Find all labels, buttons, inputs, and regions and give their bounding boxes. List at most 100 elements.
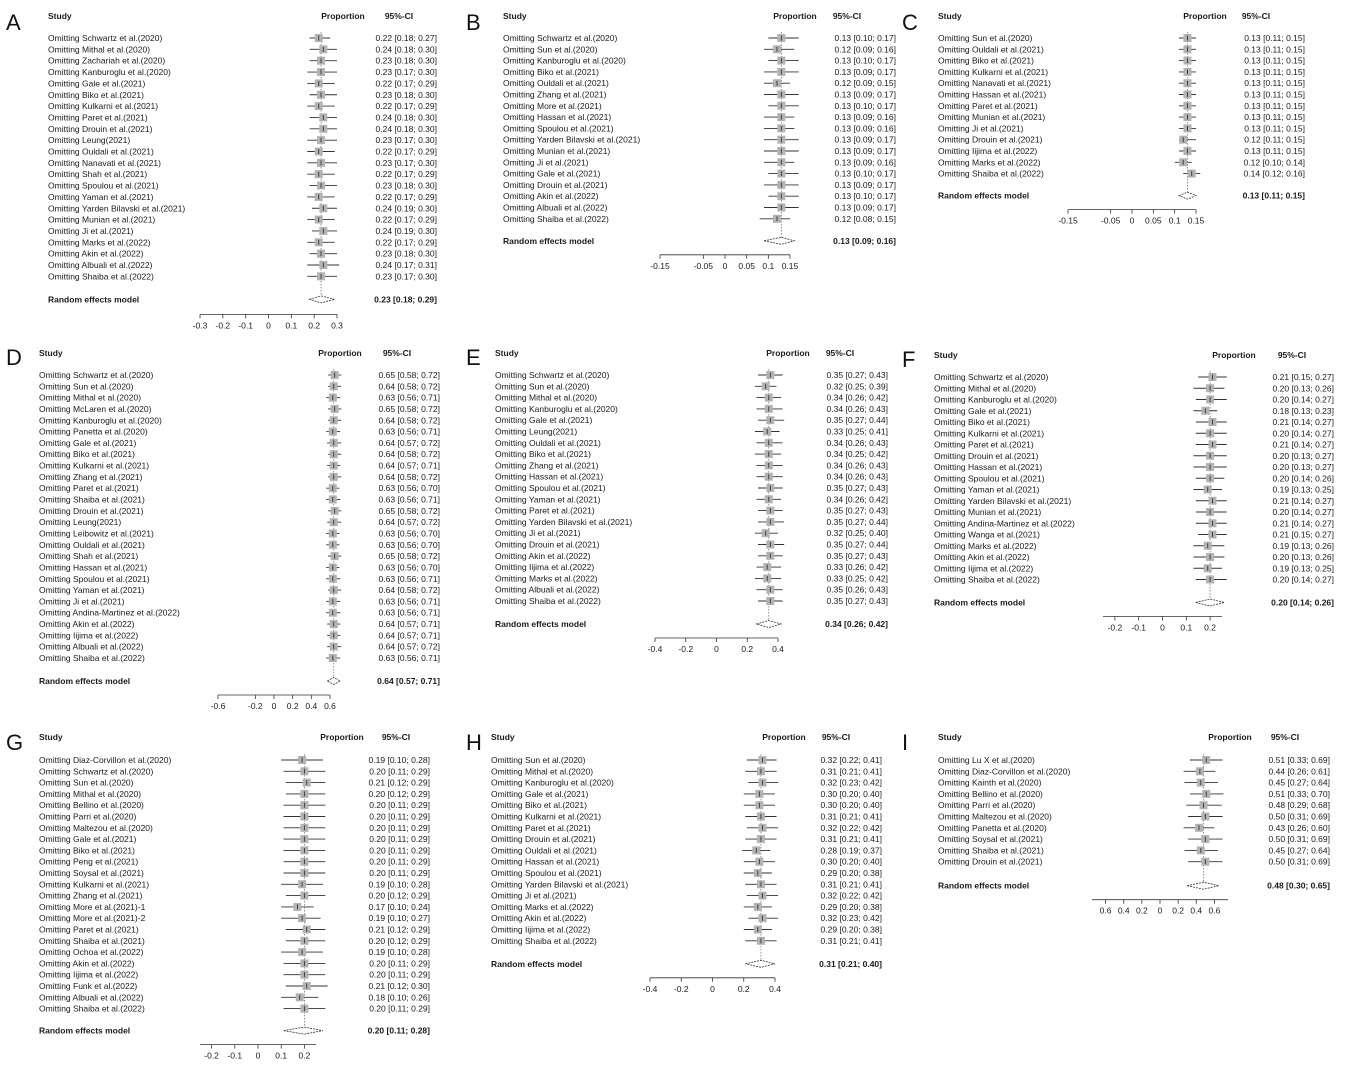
estimate-ci-text: 0.63 [0.56; 0.71] <box>379 427 440 437</box>
study-row: Omitting Kulkarni et al.(2021) 0.19 [0.10… <box>39 879 430 889</box>
summary-diamond <box>310 296 335 303</box>
estimate-ci-text: 0.32 [0.23; 0.42] <box>821 778 882 788</box>
study-row: Omitting Hassan et al.(2021) 0.20 [0.13; … <box>934 462 1334 472</box>
study-label: Omitting Paret et al.(2021) <box>938 101 1038 111</box>
study-label: Omitting Sun et al.(2020) <box>39 778 134 788</box>
study-label: Omitting Yarden Bilavski et al.(2021) <box>491 879 628 889</box>
estimate-ci-text: 0.64 [0.57; 0.71] <box>379 619 440 629</box>
estimate-ci-text: 0.12 [0.08; 0.15] <box>835 214 896 224</box>
estimate-ci-text: 0.34 [0.25; 0.42] <box>827 449 888 459</box>
study-label: Omitting Peng et al.(2021) <box>39 857 138 867</box>
estimate-ci-text: 0.20 [0.14; 0.26] <box>1273 473 1334 483</box>
x-tick-label: -0.1 <box>1131 623 1146 633</box>
study-row: Omitting Ouldali et al.(2021) 0.34 [0.26;… <box>495 438 888 448</box>
estimate-ci-text: 0.21 [0.14; 0.27] <box>1273 440 1334 450</box>
study-label: Omitting Sun et al.(2020) <box>39 381 134 391</box>
study-row: Omitting Akin et al.(2022) 0.35 [0.27; 0.… <box>495 551 888 561</box>
study-label: Omitting Marks et al.(2022) <box>495 573 598 583</box>
study-label: Omitting Hassan et al.(2021) <box>39 562 147 572</box>
study-label: Omitting Leibowitz et al.(2021) <box>39 528 154 538</box>
estimate-ci-text: 0.63 [0.56; 0.71] <box>379 495 440 505</box>
study-row: Omitting Leibowitz et al.(2021) 0.63 [0.5… <box>39 528 440 538</box>
study-row: Omitting Sun et al.(2020) 0.21 [0.12; 0.2… <box>39 778 430 788</box>
estimate-ci-text: 0.50 [0.31; 0.69] <box>1269 834 1330 844</box>
estimate-ci-text: 0.21 [0.12; 0.29] <box>369 778 430 788</box>
study-label: Omitting Spoulou et al.(2021) <box>503 123 614 133</box>
study-label: Omitting Gale et al.(2021) <box>39 834 136 844</box>
summary-row: Random effects model 0.13 [0.11; 0.15] <box>938 191 1305 201</box>
study-label: Omitting Bellino et al.(2020) <box>39 800 144 810</box>
estimate-ci-text: 0.35 [0.26; 0.43] <box>827 585 888 595</box>
estimate-ci-text: 0.32 [0.22; 0.42] <box>821 823 882 833</box>
study-label: Omitting Ouldali et al.(2021) <box>491 845 597 855</box>
study-label: Omitting Akin et al.(2022) <box>503 191 599 201</box>
x-tick-label: 0.1 <box>762 261 774 271</box>
study-row: Omitting Ji et al.(2021) 0.32 [0.22; 0.42… <box>491 891 882 901</box>
study-row: Omitting Shah et al.(2021) 0.22 [0.17; 0.… <box>48 169 437 179</box>
estimate-ci-text: 0.63 [0.56; 0.71] <box>379 596 440 606</box>
panel-label: F <box>902 347 915 372</box>
summary-row: Random effects model 0.64 [0.57; 0.71] <box>39 676 440 686</box>
study-row: Omitting Mithal et al.(2020) 0.20 [0.12; … <box>39 789 430 799</box>
study-label: Omitting Akin et al.(2022) <box>39 619 135 629</box>
study-row: Omitting Spoulou et al.(2021) 0.23 [0.18;… <box>48 181 437 191</box>
estimate-ci-text: 0.45 [0.27; 0.64] <box>1269 845 1330 855</box>
estimate-ci-text: 0.13 [0.09; 0.17] <box>835 135 896 145</box>
study-label: Omitting Marks et al.(2022) <box>934 541 1037 551</box>
estimate-ci-text: 0.43 [0.26; 0.60] <box>1269 823 1330 833</box>
study-label: Omitting Leung(2021) <box>495 427 577 437</box>
study-row: Omitting Munian et al.(2021) 0.20 [0.14; … <box>934 507 1334 517</box>
estimate-ci-text: 0.13 [0.09; 0.16] <box>835 123 896 133</box>
study-label: Omitting Sun et al.(2020) <box>503 44 598 54</box>
estimate-ci-text: 0.22 [0.17; 0.29] <box>376 237 437 247</box>
x-tick-label: -0.2 <box>674 984 689 994</box>
study-row: Omitting Nanavati et al.(2021) 0.13 [0.11… <box>938 78 1305 88</box>
study-row: Omitting Yarden Bilavski et al.(2021) 0.2… <box>934 496 1334 506</box>
study-row: Omitting Parri et al.(2020) 0.20 [0.11; 0… <box>39 812 430 822</box>
x-tick-label: 0 <box>272 701 277 711</box>
study-label: Omitting Yaman et al.(2021) <box>495 494 601 504</box>
estimate-ci-text: 0.20 [0.11; 0.29] <box>369 812 430 822</box>
summary-row: Random effects model 0.20 [0.14; 0.26] <box>934 598 1334 608</box>
study-label: Omitting Iijima et al.(2022) <box>938 146 1037 156</box>
estimate-ci-text: 0.35 [0.27; 0.43] <box>827 506 888 516</box>
study-row: Omitting Diaz-Corvillon et al.(2020) 0.19… <box>39 755 430 765</box>
study-row: Omitting Mithal et al.(2020) 0.24 [0.18; … <box>48 44 437 54</box>
study-label: Omitting Diaz-Corvillon et al.(2020) <box>938 766 1070 776</box>
study-label: Omitting McLaren et al.(2020) <box>39 404 152 414</box>
study-label: Omitting Shaiba et al.(2022) <box>39 1004 145 1014</box>
x-axis: 0.6 0.4 0.2 0 0.2 0.4 0.6 <box>1092 900 1228 916</box>
study-row: Omitting Gale et al.(2021) 0.18 [0.13; 0.… <box>934 406 1334 416</box>
study-label: Omitting Shaiba et al.(2022) <box>503 214 609 224</box>
summary-row: Random effects model 0.34 [0.26; 0.42] <box>495 619 888 629</box>
study-row: Omitting Gale et al.(2021) 0.20 [0.11; 0.… <box>39 834 430 844</box>
column-header-study: Study <box>491 732 515 742</box>
estimate-ci-text: 0.22 [0.18; 0.27] <box>376 33 437 43</box>
study-label: Omitting Diaz-Corvillon et al.(2020) <box>39 755 171 765</box>
study-row: Omitting Biko et al.(2021) 0.13 [0.11; 0.… <box>938 56 1305 66</box>
study-label: Omitting Ouldali et al.(2021) <box>39 540 145 550</box>
study-row: Omitting Wanga et al.(2021) 0.21 [0.15; 0… <box>934 530 1334 540</box>
study-row: Omitting Mithal et al.(2020) 0.63 [0.56; … <box>39 393 440 403</box>
estimate-ci-text: 0.51 [0.33; 0.69] <box>1269 755 1330 765</box>
column-header-study: Study <box>48 11 72 21</box>
study-row: Omitting Paret et al.(2021) 0.21 [0.14; 0… <box>934 440 1334 450</box>
study-label: Omitting Biko et al.(2021) <box>491 800 587 810</box>
study-label: Omitting Paret et al.(2021) <box>934 440 1034 450</box>
x-tick-label: 0 <box>723 261 728 271</box>
study-row: Omitting Peng et al.(2021) 0.20 [0.11; 0.… <box>39 857 430 867</box>
x-tick-label: 0.2 <box>308 320 320 330</box>
study-label: Omitting Ouldali et al.(2021) <box>495 438 601 448</box>
estimate-ci-text: 0.33 [0.25; 0.41] <box>827 427 888 437</box>
estimate-ci-text: 0.13 [0.10; 0.17] <box>835 33 896 43</box>
panel-label: I <box>902 730 908 755</box>
estimate-ci-text: 0.34 [0.26; 0.43] <box>827 438 888 448</box>
estimate-ci-text: 0.13 [0.11; 0.15] <box>1244 78 1305 88</box>
study-label: Omitting Drouin et al.(2021) <box>39 506 144 516</box>
estimate-ci-text: 0.23 [0.17; 0.30] <box>376 135 437 145</box>
study-row: Omitting Hassan et al.(2021) 0.13 [0.09; … <box>503 112 896 122</box>
estimate-ci-text: 0.31 [0.21; 0.41] <box>821 766 882 776</box>
study-row: Omitting Mithal et al.(2020) 0.34 [0.26; … <box>495 393 888 403</box>
study-label: Omitting Paret et al.(2021) <box>491 823 591 833</box>
x-tick-label: 0.4 <box>1190 906 1202 916</box>
